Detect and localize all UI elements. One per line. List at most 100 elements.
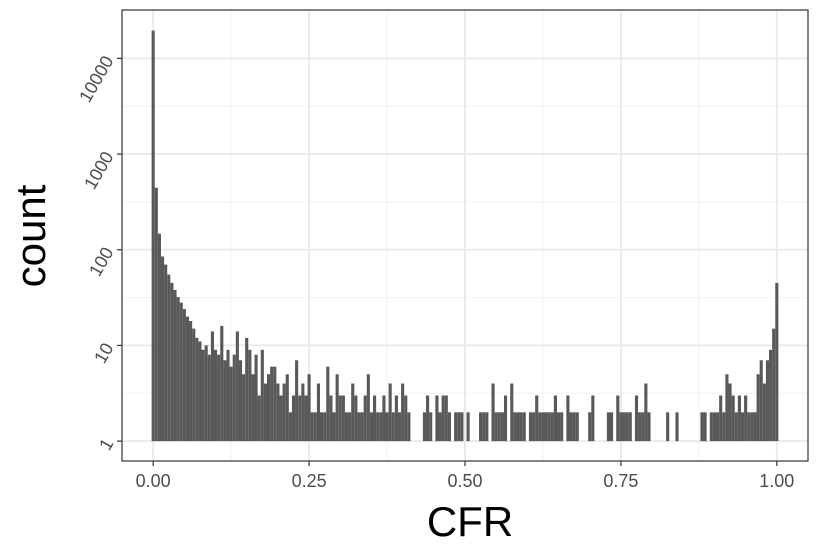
bar [254,354,258,442]
bar [207,354,211,442]
bar [282,383,286,442]
bar [426,395,430,442]
bar [541,412,545,442]
bar [151,30,155,442]
bar [379,412,383,442]
bar [756,374,760,442]
bar [712,412,717,442]
bar [435,395,439,442]
bar [213,349,218,442]
bar [326,366,330,442]
bar [591,395,595,442]
bar [722,412,726,442]
bar [532,412,536,442]
bar [638,412,642,442]
bar [762,383,766,442]
bar [666,412,670,442]
bar [273,366,277,442]
bar [647,412,651,442]
bar [295,360,299,442]
bar [750,412,754,442]
bar [351,383,355,442]
bar [716,412,720,442]
x-tick-label: 1.00 [759,471,794,491]
bar [185,316,190,442]
bar [385,412,389,442]
bar [369,412,374,442]
bar [572,412,576,442]
bar [522,412,526,442]
bar [725,374,729,442]
bar [173,289,177,442]
bar [553,395,557,442]
bar [170,282,174,442]
bar [485,412,489,442]
bar [354,395,358,442]
bar [575,412,579,442]
bar [510,383,514,442]
bar [323,412,327,442]
bar [394,395,398,442]
bar [242,374,246,442]
bar [765,360,770,442]
bar [519,412,523,442]
bar [625,412,629,442]
bar [279,395,283,442]
bar [310,412,314,442]
bar [157,233,161,442]
bar [220,325,224,442]
bar [154,187,158,442]
bar [447,412,451,442]
bar [775,282,779,442]
bar [550,412,554,442]
bar [182,309,186,442]
bar [466,412,470,442]
bar [248,349,252,442]
bar [373,395,377,442]
bar [740,412,745,442]
bar [588,412,592,442]
bar [444,395,448,442]
bar [276,383,280,442]
bar [285,374,289,442]
bar [641,412,645,442]
bar [232,354,236,442]
bar [344,412,349,442]
bar [609,412,614,442]
bar [737,395,741,442]
bar [360,412,364,442]
x-tick-label: 0.50 [447,471,482,491]
bar [516,412,520,442]
bar [622,412,626,442]
bar [397,412,402,442]
bar [376,412,380,442]
bar [566,395,570,442]
bar [441,395,445,442]
bar [257,395,261,442]
bar [235,331,239,442]
bar [388,383,392,442]
bar [201,349,205,442]
bar [217,354,221,442]
bar [513,412,517,442]
bar [298,395,302,442]
bar [619,412,623,442]
bar [167,274,171,442]
bar [226,349,230,442]
bar [616,395,620,442]
bar [535,395,539,442]
bar [544,412,548,442]
bar [320,412,324,442]
bar [538,412,542,442]
bar [270,366,274,442]
x-tick-label: 0.75 [603,471,638,491]
bar [709,412,713,442]
bar [772,328,776,442]
bar [404,395,408,442]
bar [266,374,271,442]
bar [160,256,165,442]
bar [210,331,214,442]
x-tick-label: 0.25 [292,471,327,491]
bar [457,412,461,442]
bar [744,395,748,442]
